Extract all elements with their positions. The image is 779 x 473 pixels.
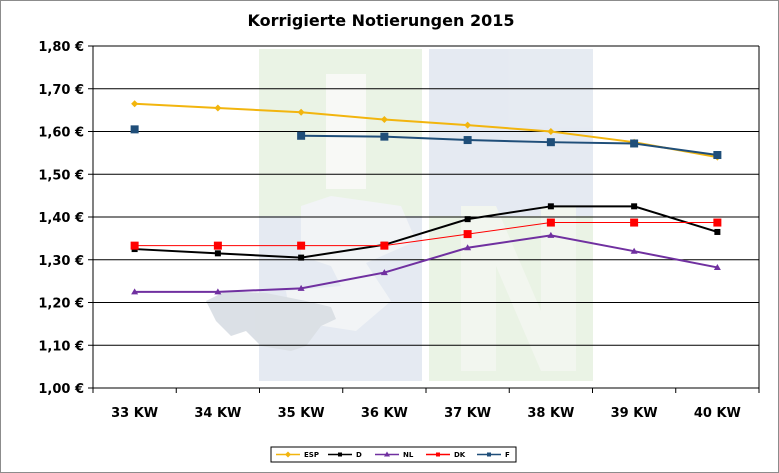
y-tick-label: 1,50 € — [38, 168, 84, 183]
x-tick-label: 40 KW — [694, 406, 741, 421]
data-point — [464, 244, 472, 251]
data-point — [630, 247, 638, 254]
data-point — [463, 136, 472, 145]
series-nl — [131, 231, 721, 295]
legend-label: D — [356, 451, 362, 459]
series-esp — [131, 100, 721, 161]
data-point — [713, 151, 722, 160]
data-point — [713, 218, 722, 227]
data-point — [380, 132, 389, 141]
data-point — [214, 104, 222, 112]
legend: ESP D NL DK F — [270, 446, 517, 463]
data-point — [630, 218, 639, 227]
x-tick-label: 37 KW — [444, 406, 491, 421]
series-line — [301, 134, 718, 157]
legend-item-d: D — [328, 451, 362, 459]
data-point — [380, 269, 388, 276]
y-tick-label: 1,60 € — [38, 126, 84, 141]
data-point — [338, 452, 342, 457]
data-point — [214, 288, 222, 295]
data-point — [297, 284, 305, 291]
y-axis-ticks: 1,00 € 1,10 € 1,20 € 1,30 € 1,40 € 1,50 € 1,60… — [38, 40, 93, 397]
data-point — [464, 216, 471, 223]
data-point — [546, 138, 555, 147]
data-point — [297, 131, 306, 140]
series-line — [134, 102, 718, 159]
legend-item-esp: ESP — [276, 451, 319, 459]
data-point — [547, 203, 554, 210]
x-tick-label: 39 KW — [611, 406, 658, 421]
axes — [92, 45, 760, 389]
data-point — [630, 139, 639, 148]
series-group — [130, 100, 722, 295]
data-point — [547, 231, 555, 238]
x-tick-label: 36 KW — [361, 406, 408, 421]
y-tick-label: 1,40 € — [38, 211, 84, 226]
data-point — [298, 254, 305, 261]
series-line — [134, 205, 718, 259]
legend-item-nl: NL — [375, 451, 414, 459]
data-point — [380, 241, 389, 250]
series-dk — [130, 218, 722, 250]
data-point — [131, 100, 139, 108]
legend-label: ESP — [304, 451, 319, 459]
data-point — [131, 288, 139, 295]
y-tick-label: 1,70 € — [38, 83, 84, 98]
data-point — [297, 108, 305, 116]
data-point — [487, 452, 491, 457]
legend-label: F — [505, 451, 510, 459]
x-tick-label: 38 KW — [527, 406, 574, 421]
chart-title: Korrigierte Notierungen 2015 — [248, 11, 515, 30]
x-tick-label: 33 KW — [111, 406, 158, 421]
data-point — [213, 241, 222, 250]
y-tick-label: 1,80 € — [38, 40, 84, 55]
data-point — [714, 228, 721, 235]
data-point — [384, 451, 390, 457]
data-point — [713, 263, 721, 270]
series-f — [130, 125, 722, 160]
data-point — [130, 125, 139, 134]
data-point — [436, 452, 440, 457]
data-point — [463, 230, 472, 239]
data-point — [297, 241, 306, 250]
data-point — [464, 121, 472, 129]
gridlines — [93, 45, 759, 346]
data-point — [631, 203, 638, 210]
data-point — [546, 218, 555, 227]
x-tick-label: 35 KW — [278, 406, 325, 421]
data-point — [214, 250, 221, 257]
data-point — [130, 241, 139, 250]
data-point — [547, 128, 555, 135]
series-line — [134, 222, 718, 247]
data-point — [380, 116, 388, 124]
legend-label: DK — [454, 451, 466, 459]
y-tick-label: 1,10 € — [38, 339, 84, 354]
y-tick-label: 1,20 € — [38, 297, 84, 312]
series-line — [134, 234, 718, 293]
legend-label: NL — [403, 451, 414, 459]
y-tick-label: 1,30 € — [38, 254, 84, 269]
legend-item-f: F — [477, 451, 510, 459]
isn-watermark-logo — [206, 49, 593, 381]
x-tick-label: 34 KW — [194, 406, 241, 421]
y-tick-label: 1,00 € — [38, 382, 84, 397]
x-axis-ticks: 33 KW 34 KW 35 KW 36 KW 37 KW 38 KW 39 KW 40 KW — [92, 388, 760, 421]
legend-item-dk: DK — [426, 451, 466, 459]
data-point — [285, 451, 291, 458]
